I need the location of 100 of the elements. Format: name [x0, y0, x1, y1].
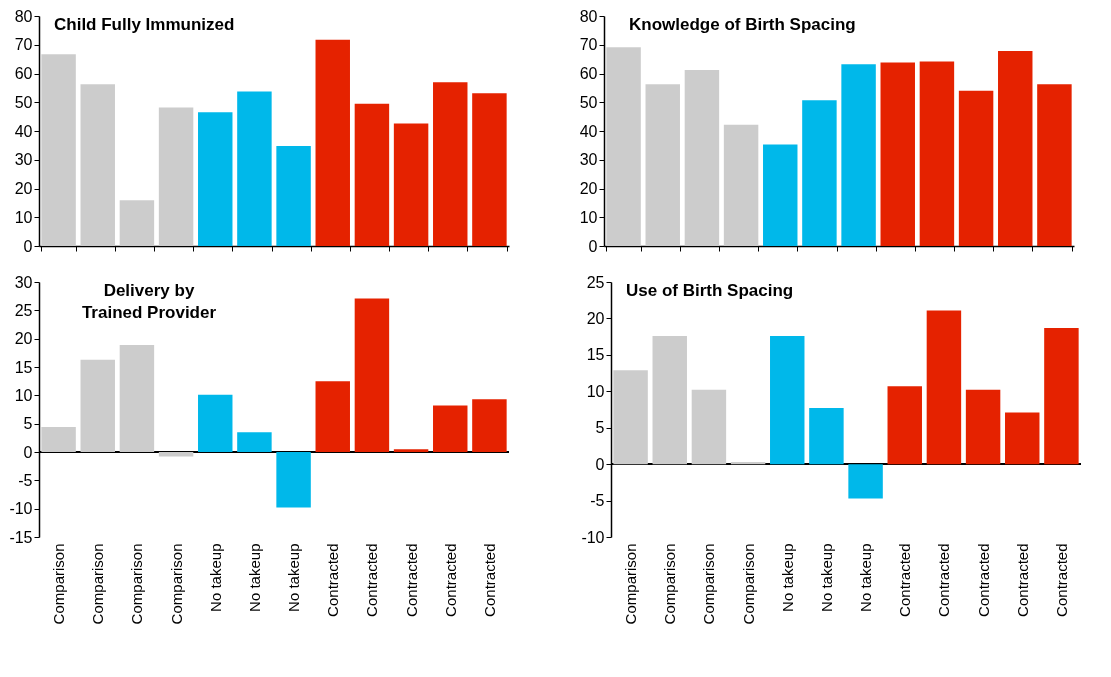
bar	[315, 39, 350, 246]
bar	[770, 335, 805, 465]
x-tick-label: Contracted	[1052, 543, 1070, 617]
bar	[41, 54, 76, 246]
bar	[880, 62, 915, 246]
bar	[119, 200, 155, 246]
bar	[958, 90, 994, 246]
x-tick-label: Comparison	[128, 543, 146, 625]
bar	[841, 64, 876, 246]
y-tick-label: 10	[586, 382, 605, 400]
bar	[198, 394, 233, 452]
bar	[613, 370, 648, 465]
x-tick-label: No takeup	[857, 543, 875, 612]
y-tick-label: 80	[579, 7, 598, 25]
y-tick-label: 80	[14, 7, 33, 25]
x-tick-label: Contracted	[363, 543, 381, 617]
bar	[354, 298, 390, 452]
x-tick-label: Comparison	[167, 543, 185, 625]
y-tick-label: 50	[14, 93, 33, 111]
y-tick-label: 20	[14, 180, 33, 197]
y-tick-label: 10	[579, 208, 598, 226]
bar	[41, 427, 76, 452]
y-tick-label: 40	[14, 122, 33, 140]
bar	[315, 381, 350, 452]
y-tick-label: 0	[595, 455, 605, 473]
y-tick-label: 20	[14, 330, 33, 348]
bar	[763, 144, 798, 246]
y-tick-label: 50	[579, 93, 598, 111]
bar	[965, 389, 1001, 465]
y-tick-label: 25	[14, 301, 33, 319]
x-tick-label: Comparison	[50, 543, 68, 625]
bar	[809, 408, 844, 465]
y-tick-label: 0	[23, 443, 33, 461]
y-tick-label: -5	[18, 471, 33, 489]
bar	[887, 386, 922, 465]
bar	[80, 84, 115, 246]
bar	[472, 93, 507, 246]
bar	[237, 432, 272, 452]
y-tick-label: -15	[9, 528, 33, 546]
y-tick-label: 60	[14, 65, 33, 82]
x-tick-label: No takeup	[206, 543, 224, 612]
y-tick-label: 15	[586, 346, 605, 364]
x-tick-label: Contracted	[935, 543, 953, 617]
bar	[723, 124, 759, 246]
bar	[472, 399, 507, 452]
bar	[652, 335, 687, 465]
bar	[848, 464, 883, 499]
bar	[433, 405, 468, 452]
x-tick-label: Comparison	[89, 543, 107, 625]
y-tick-label: -10	[9, 500, 33, 518]
x-tick-label: Contracted	[896, 543, 914, 617]
y-tick-label: 60	[579, 65, 598, 82]
bar	[919, 61, 955, 246]
x-tick-label: Contracted	[974, 543, 992, 617]
bar	[393, 449, 429, 452]
x-tick-label: No takeup	[285, 543, 303, 612]
y-tick-label: 25	[586, 273, 605, 291]
bar	[158, 452, 194, 457]
text: Delivery by Trained Provider	[81, 281, 217, 322]
x-tick-label: Contracted	[1013, 543, 1031, 617]
bar	[80, 359, 115, 452]
bar	[158, 107, 194, 246]
y-tick-label: -10	[581, 528, 605, 546]
y-tick-label: 70	[579, 36, 598, 54]
x-tick-label: Comparison	[700, 543, 718, 625]
y-tick-label: 0	[588, 237, 598, 255]
x-tick-label: No takeup	[778, 543, 796, 612]
y-tick-label: 10	[14, 208, 33, 226]
x-tick-label: Comparison	[661, 543, 679, 625]
bar	[1044, 327, 1079, 465]
y-tick-label: 40	[579, 122, 598, 140]
bar	[802, 100, 837, 246]
chart-title: Child Fully Immunized	[54, 15, 235, 34]
y-tick-label: 10	[14, 386, 33, 404]
x-tick-label: Comparison	[622, 543, 640, 625]
y-tick-label: 20	[586, 309, 605, 327]
y-tick-label: 20	[579, 180, 598, 197]
y-tick-label: 5	[595, 419, 605, 437]
bar	[276, 452, 311, 508]
bar	[276, 145, 311, 246]
y-tick-label: 0	[23, 237, 33, 255]
y-tick-label: 30	[14, 151, 33, 169]
bar	[684, 70, 720, 246]
bar	[998, 51, 1033, 246]
bar	[433, 82, 468, 246]
x-tick-label: Contracted	[441, 543, 459, 617]
bar	[237, 91, 272, 246]
bar	[606, 47, 641, 246]
x-tick-label: No takeup	[817, 543, 835, 612]
bar	[730, 461, 766, 465]
bar	[1005, 412, 1040, 465]
bar	[645, 84, 680, 246]
x-tick-label: Contracted	[402, 543, 420, 617]
x-tick-label: Contracted	[324, 543, 342, 617]
bar	[1037, 84, 1072, 246]
bar	[393, 123, 429, 246]
y-tick-label: 70	[14, 36, 33, 54]
x-tick-label: Comparison	[739, 543, 757, 625]
y-tick-label: 30	[14, 273, 33, 291]
y-tick-label: 15	[14, 358, 33, 376]
